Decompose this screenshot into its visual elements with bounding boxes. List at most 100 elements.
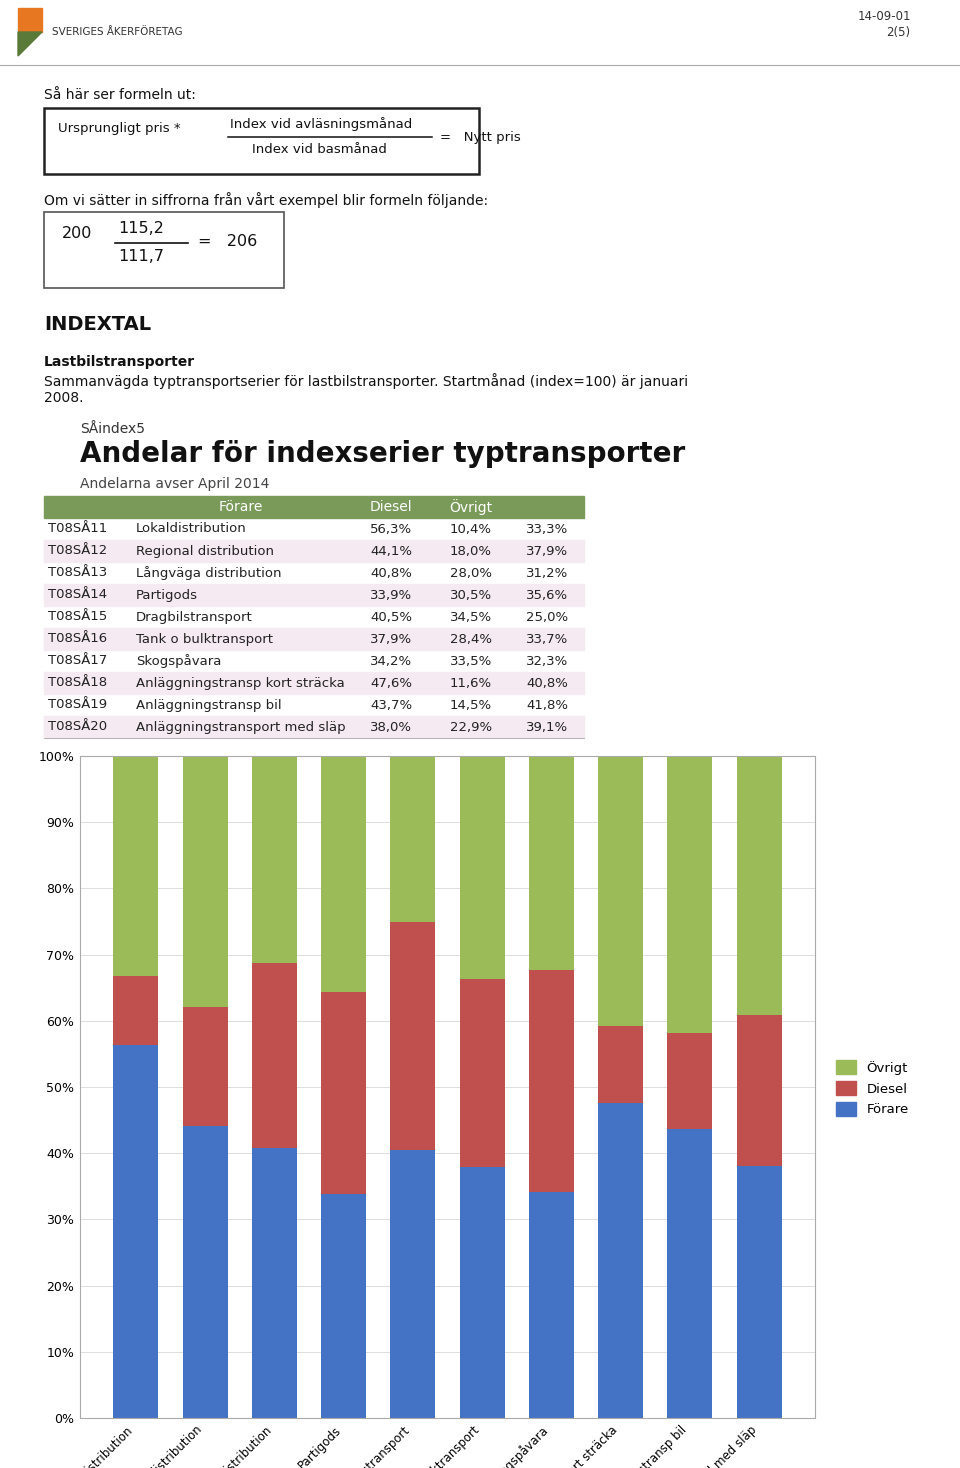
Text: SÅindex5: SÅindex5 xyxy=(80,421,145,436)
Bar xyxy=(598,756,643,1026)
Text: 22,9%: 22,9% xyxy=(450,721,492,734)
Text: Långväga distribution: Långväga distribution xyxy=(136,567,281,580)
Bar xyxy=(529,1192,574,1418)
Text: 14-09-01: 14-09-01 xyxy=(858,10,911,23)
Text: 30,5%: 30,5% xyxy=(450,589,492,602)
Bar xyxy=(44,584,584,606)
Text: 33,7%: 33,7% xyxy=(526,633,568,646)
Bar xyxy=(252,1148,297,1418)
Text: 28,4%: 28,4% xyxy=(450,633,492,646)
Bar xyxy=(529,970,574,1192)
Text: 38,0%: 38,0% xyxy=(370,721,412,734)
Text: 40,8%: 40,8% xyxy=(526,677,568,690)
Bar xyxy=(44,211,284,288)
Text: 2008.: 2008. xyxy=(44,390,84,405)
Text: Så här ser formeln ut:: Så här ser formeln ut: xyxy=(44,88,196,101)
Text: T08SÅ18: T08SÅ18 xyxy=(48,677,108,690)
Bar xyxy=(391,1149,436,1418)
Text: T08SÅ20: T08SÅ20 xyxy=(48,721,108,734)
Text: 40,8%: 40,8% xyxy=(370,567,412,580)
Text: T08SÅ16: T08SÅ16 xyxy=(48,633,108,646)
Bar xyxy=(182,1126,228,1418)
Text: =   206: = 206 xyxy=(198,235,257,250)
Text: 33,9%: 33,9% xyxy=(370,589,412,602)
Bar xyxy=(44,672,584,694)
Text: Anläggningstransp bil: Anläggningstransp bil xyxy=(136,699,281,712)
Text: 56,3%: 56,3% xyxy=(370,523,412,536)
Bar xyxy=(113,756,158,976)
Text: Partigods: Partigods xyxy=(136,589,198,602)
Bar xyxy=(252,963,297,1148)
Bar xyxy=(252,756,297,963)
Bar xyxy=(667,756,712,1032)
Text: T08SÅ17: T08SÅ17 xyxy=(48,655,108,668)
Text: Lokaldistribution: Lokaldistribution xyxy=(136,523,247,536)
Bar xyxy=(322,992,366,1193)
Text: 10,4%: 10,4% xyxy=(450,523,492,536)
Bar xyxy=(391,756,436,922)
Bar xyxy=(460,1167,505,1418)
Text: 31,2%: 31,2% xyxy=(526,567,568,580)
Text: INDEXTAL: INDEXTAL xyxy=(44,316,151,335)
Polygon shape xyxy=(18,32,42,56)
Text: 37,9%: 37,9% xyxy=(526,545,568,558)
Text: Anläggningstransp kort sträcka: Anläggningstransp kort sträcka xyxy=(136,677,345,690)
Text: Andelar för indexserier typtransporter: Andelar för indexserier typtransporter xyxy=(80,440,685,468)
Bar xyxy=(736,1167,781,1418)
Text: 18,0%: 18,0% xyxy=(450,545,492,558)
Text: T08SÅ15: T08SÅ15 xyxy=(48,611,108,624)
Text: 41,8%: 41,8% xyxy=(526,699,568,712)
Text: =   Nytt pris: = Nytt pris xyxy=(440,132,520,144)
Text: 34,2%: 34,2% xyxy=(370,655,412,668)
Bar xyxy=(598,1026,643,1102)
Text: Lastbilstransporter: Lastbilstransporter xyxy=(44,355,195,368)
Text: Tank o bulktransport: Tank o bulktransport xyxy=(136,633,273,646)
Text: Övrigt: Övrigt xyxy=(449,499,492,515)
Bar xyxy=(460,756,505,979)
Text: Diesel: Diesel xyxy=(370,501,412,514)
Text: 33,5%: 33,5% xyxy=(450,655,492,668)
Bar xyxy=(667,1129,712,1418)
Bar xyxy=(113,1045,158,1418)
Text: 34,5%: 34,5% xyxy=(450,611,492,624)
Text: Förare: Förare xyxy=(219,501,263,514)
Text: T08SÅ12: T08SÅ12 xyxy=(48,545,108,558)
Legend: Övrigt, Diesel, Förare: Övrigt, Diesel, Förare xyxy=(836,1060,909,1116)
Bar xyxy=(18,7,42,32)
Text: 32,3%: 32,3% xyxy=(526,655,568,668)
Text: Andelarna avser April 2014: Andelarna avser April 2014 xyxy=(80,477,270,490)
Text: Dragbilstransport: Dragbilstransport xyxy=(136,611,252,624)
Text: 39,1%: 39,1% xyxy=(526,721,568,734)
Bar xyxy=(667,1032,712,1129)
Bar xyxy=(736,756,781,1014)
Text: 111,7: 111,7 xyxy=(118,250,164,264)
Text: 25,0%: 25,0% xyxy=(526,611,568,624)
Bar xyxy=(322,1193,366,1418)
Text: Index vid avläsningsmånad: Index vid avläsningsmånad xyxy=(230,117,412,131)
Text: 2(5): 2(5) xyxy=(886,26,910,40)
Text: Index vid basmånad: Index vid basmånad xyxy=(252,142,387,156)
Text: 37,9%: 37,9% xyxy=(370,633,412,646)
Text: 47,6%: 47,6% xyxy=(370,677,412,690)
Text: 28,0%: 28,0% xyxy=(450,567,492,580)
Bar xyxy=(182,1007,228,1126)
Text: 35,6%: 35,6% xyxy=(526,589,568,602)
Text: T08SÅ14: T08SÅ14 xyxy=(48,589,108,602)
Text: Regional distribution: Regional distribution xyxy=(136,545,274,558)
Text: 11,6%: 11,6% xyxy=(450,677,492,690)
Text: 33,3%: 33,3% xyxy=(526,523,568,536)
Bar xyxy=(598,1102,643,1418)
Text: SVERIGES ÅKERFÖRETAG: SVERIGES ÅKERFÖRETAG xyxy=(52,26,182,37)
Text: 14,5%: 14,5% xyxy=(450,699,492,712)
Bar xyxy=(391,922,436,1149)
Text: Anläggningstransport med släp: Anläggningstransport med släp xyxy=(136,721,346,734)
Bar xyxy=(736,1014,781,1167)
Bar xyxy=(44,628,584,650)
Bar xyxy=(44,716,584,738)
Text: T08SÅ13: T08SÅ13 xyxy=(48,567,108,580)
Text: T08SÅ11: T08SÅ11 xyxy=(48,523,108,536)
Bar xyxy=(44,540,584,562)
Bar xyxy=(322,756,366,992)
Bar xyxy=(44,496,584,518)
Text: 115,2: 115,2 xyxy=(118,222,164,236)
